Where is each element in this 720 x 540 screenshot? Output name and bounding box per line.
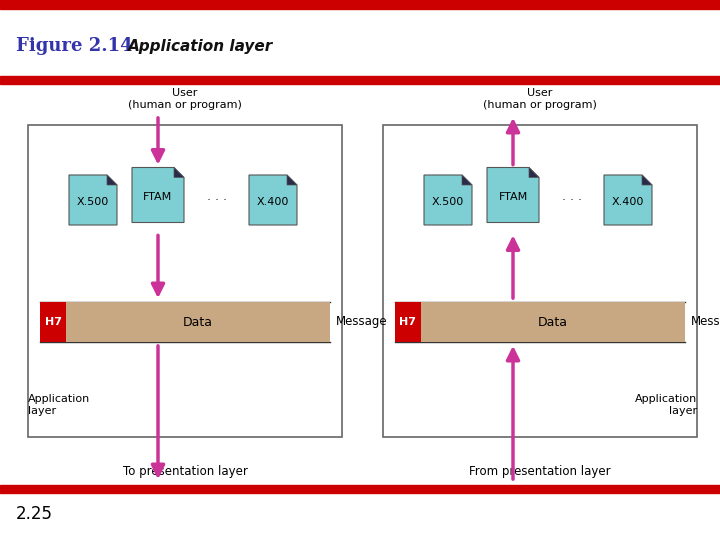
Polygon shape	[487, 167, 539, 222]
Text: X.500: X.500	[77, 197, 109, 207]
Text: Application layer: Application layer	[128, 38, 274, 53]
Polygon shape	[642, 175, 652, 185]
Text: · · ·: · · ·	[562, 193, 582, 206]
Text: Data: Data	[538, 315, 568, 328]
Bar	[395, 302, 421, 342]
Polygon shape	[69, 175, 117, 225]
Polygon shape	[249, 175, 297, 225]
Polygon shape	[462, 175, 472, 185]
Bar	[395, 302, 685, 342]
Text: FTAM: FTAM	[143, 192, 173, 202]
Text: Figure 2.14: Figure 2.14	[16, 37, 132, 55]
Bar	[0, 485, 720, 493]
Text: Application
layer: Application layer	[635, 394, 697, 416]
Text: Application
layer: Application layer	[28, 394, 90, 416]
Polygon shape	[107, 175, 117, 185]
Polygon shape	[174, 167, 184, 178]
Text: 2.25: 2.25	[16, 505, 53, 523]
Bar	[421, 302, 685, 342]
Text: X.400: X.400	[257, 197, 289, 207]
Text: To presentation layer: To presentation layer	[122, 465, 248, 478]
Text: X.400: X.400	[612, 197, 644, 207]
Polygon shape	[529, 167, 539, 178]
Text: FTAM: FTAM	[498, 192, 528, 202]
Text: H7: H7	[45, 317, 61, 327]
Bar	[383, 125, 697, 437]
Polygon shape	[424, 175, 472, 225]
Text: X.500: X.500	[432, 197, 464, 207]
Text: · · ·: · · ·	[207, 193, 227, 206]
Bar	[66, 302, 330, 342]
Text: User
(human or program): User (human or program)	[483, 87, 597, 110]
Text: Data: Data	[183, 315, 213, 328]
Text: H7: H7	[400, 317, 416, 327]
Text: Message: Message	[691, 315, 720, 328]
Polygon shape	[604, 175, 652, 225]
Bar	[40, 302, 330, 342]
Bar	[28, 125, 342, 437]
Polygon shape	[132, 167, 184, 222]
Text: Message: Message	[336, 315, 387, 328]
Text: User
(human or program): User (human or program)	[128, 87, 242, 110]
Bar	[40, 302, 66, 342]
Bar	[0, 0, 720, 9]
Bar	[0, 76, 720, 84]
Polygon shape	[287, 175, 297, 185]
Text: From presentation layer: From presentation layer	[469, 465, 611, 478]
